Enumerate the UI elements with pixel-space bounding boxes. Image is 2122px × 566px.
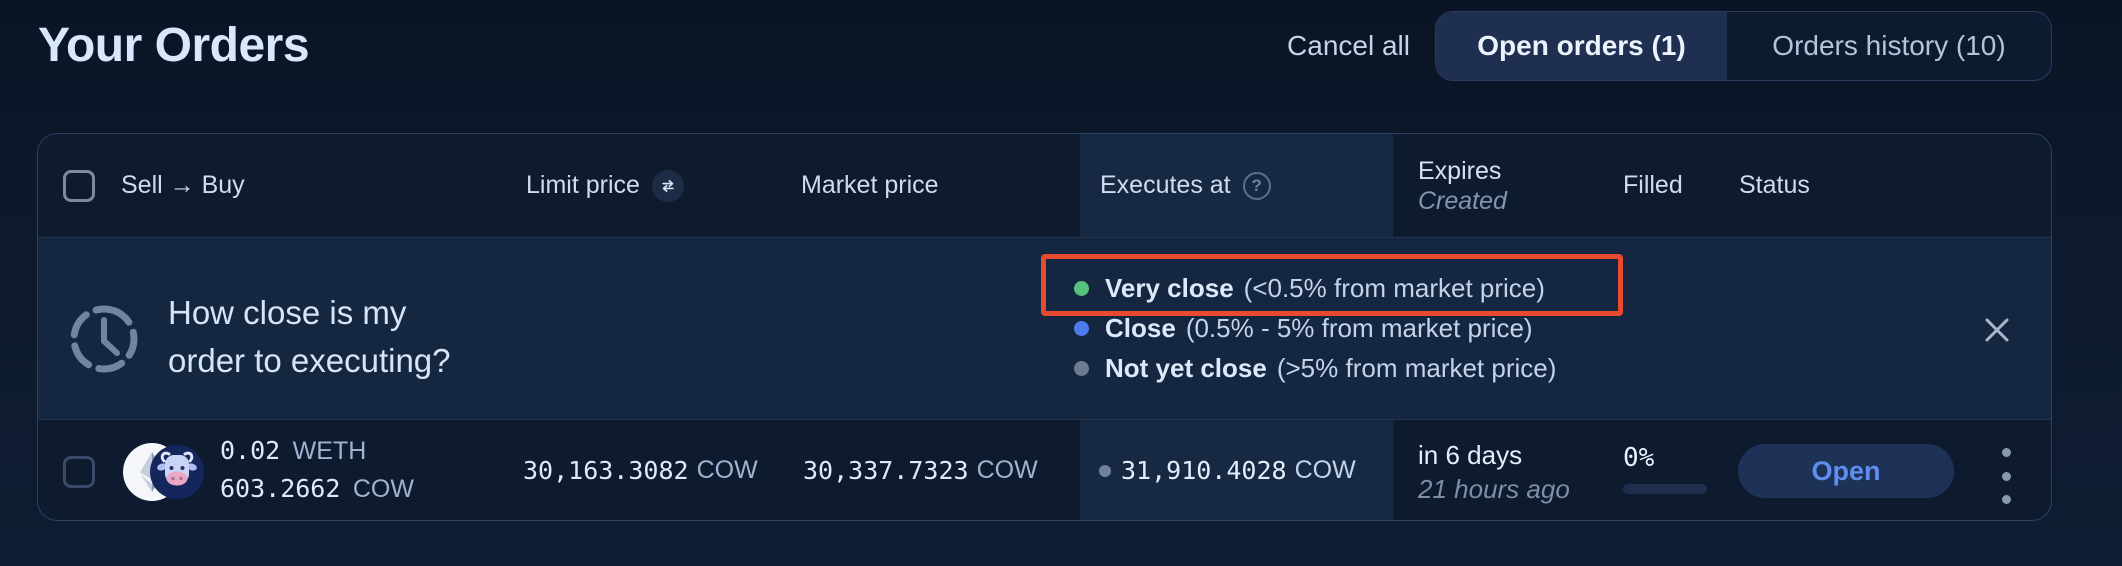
clock-icon: [66, 301, 142, 377]
cow-token-icon: [150, 445, 204, 499]
sell-token: WETH: [292, 437, 367, 465]
legend-item-close: Close (0.5% - 5% from market price): [1074, 308, 1556, 348]
created-value: 21 hours ago: [1418, 474, 1570, 504]
column-filled: Filled: [1623, 171, 1683, 199]
gray-dot-icon: [1074, 360, 1089, 376]
page-title: Your Orders: [38, 19, 310, 72]
column-expires-label: Expires: [1418, 156, 1502, 185]
kebab-dot: [2001, 471, 2011, 481]
order-row-checkbox[interactable]: [63, 456, 95, 488]
cancel-all-button[interactable]: Cancel all: [1287, 30, 1410, 61]
limit-price-cell: 30,163.3082 COW: [523, 419, 758, 520]
order-row-select-cell: [63, 456, 95, 488]
kebab-dot: [2001, 495, 2011, 504]
legend-name: Close: [1105, 312, 1176, 343]
market-price-value: 30,337.7323: [803, 456, 969, 485]
row-divider: [38, 419, 2051, 420]
column-limit-price: Limit price: [526, 134, 684, 237]
column-created-label: Created: [1418, 186, 1507, 215]
sell-amount: 0.02: [220, 436, 281, 465]
column-sell-buy: Sell → Buy: [121, 171, 245, 199]
executes-at-unit: COW: [1294, 456, 1356, 484]
legend-name: Not yet close: [1105, 352, 1267, 383]
invert-price-button[interactable]: [651, 169, 684, 202]
column-expires-created: Expires Created: [1418, 134, 1507, 237]
legend-detail: (<0.5% from market price): [1243, 272, 1545, 303]
order-amounts-cell: 0.02 WETH 603.2662 COW: [220, 436, 414, 506]
expires-value: in 6 days: [1418, 440, 1523, 470]
expires-cell: in 6 days 21 hours ago: [1418, 438, 1570, 506]
filled-progress-bar: [1623, 484, 1707, 494]
filled-percent: 0%: [1623, 443, 1655, 473]
column-executes-at: Executes at ?: [1100, 134, 1271, 237]
column-executes-at-label: Executes at: [1100, 171, 1231, 199]
tab-open-orders[interactable]: Open orders (1): [1436, 12, 1727, 80]
swap-arrows-icon: [662, 179, 674, 192]
legend-detail: (>5% from market price): [1276, 352, 1557, 383]
banner-question-line1: How close is my: [168, 294, 407, 331]
legend-detail: (0.5% - 5% from market price): [1185, 312, 1533, 343]
executes-at-value: 31,910.4028: [1121, 456, 1287, 485]
close-banner-button[interactable]: [1982, 315, 2012, 345]
legend-item-very-close: Very close (<0.5% from market price): [1074, 268, 1556, 308]
column-status: Status: [1739, 171, 1810, 199]
close-icon: [1985, 318, 2009, 342]
market-price-cell: 30,337.7323 COW: [803, 419, 1038, 520]
column-market-price: Market price: [801, 171, 939, 199]
buy-token: COW: [352, 475, 414, 503]
row-divider: [38, 237, 2051, 238]
executes-at-cell: 31,910.4028 COW: [1099, 419, 1356, 520]
banner-question: How close is my order to executing?: [168, 289, 451, 385]
limit-price-unit: COW: [696, 456, 758, 484]
kebab-dot: [2001, 448, 2011, 457]
select-all-cell: [63, 134, 95, 237]
blue-dot-icon: [1074, 320, 1089, 336]
select-all-checkbox[interactable]: [63, 169, 95, 202]
order-menu-button[interactable]: [1996, 448, 2016, 504]
buy-amount: 603.2662: [220, 474, 341, 503]
execution-legend: Very close (<0.5% from market price) Clo…: [1074, 268, 1556, 388]
green-dot-icon: [1074, 280, 1089, 296]
executes-at-column-band: [1080, 134, 1393, 237]
limit-price-value: 30,163.3082: [523, 456, 689, 485]
column-limit-price-label: Limit price: [526, 171, 640, 199]
closeness-dot-icon: [1099, 464, 1111, 477]
legend-item-not-yet-close: Not yet close (>5% from market price): [1074, 348, 1556, 388]
orders-tabgroup: Open orders (1) Orders history (10): [1435, 11, 2052, 81]
market-price-unit: COW: [976, 456, 1038, 484]
executes-at-column-band: [1080, 419, 1393, 520]
order-status-button[interactable]: Open: [1738, 444, 1954, 498]
help-icon[interactable]: ?: [1242, 171, 1271, 200]
banner-question-line2: order to executing?: [168, 342, 451, 379]
tab-orders-history[interactable]: Orders history (10): [1772, 30, 2006, 61]
orders-table: Sell → Buy Limit price Market price Exec…: [37, 133, 2052, 521]
token-pair-icons: [123, 443, 205, 501]
legend-name: Very close: [1105, 272, 1234, 303]
